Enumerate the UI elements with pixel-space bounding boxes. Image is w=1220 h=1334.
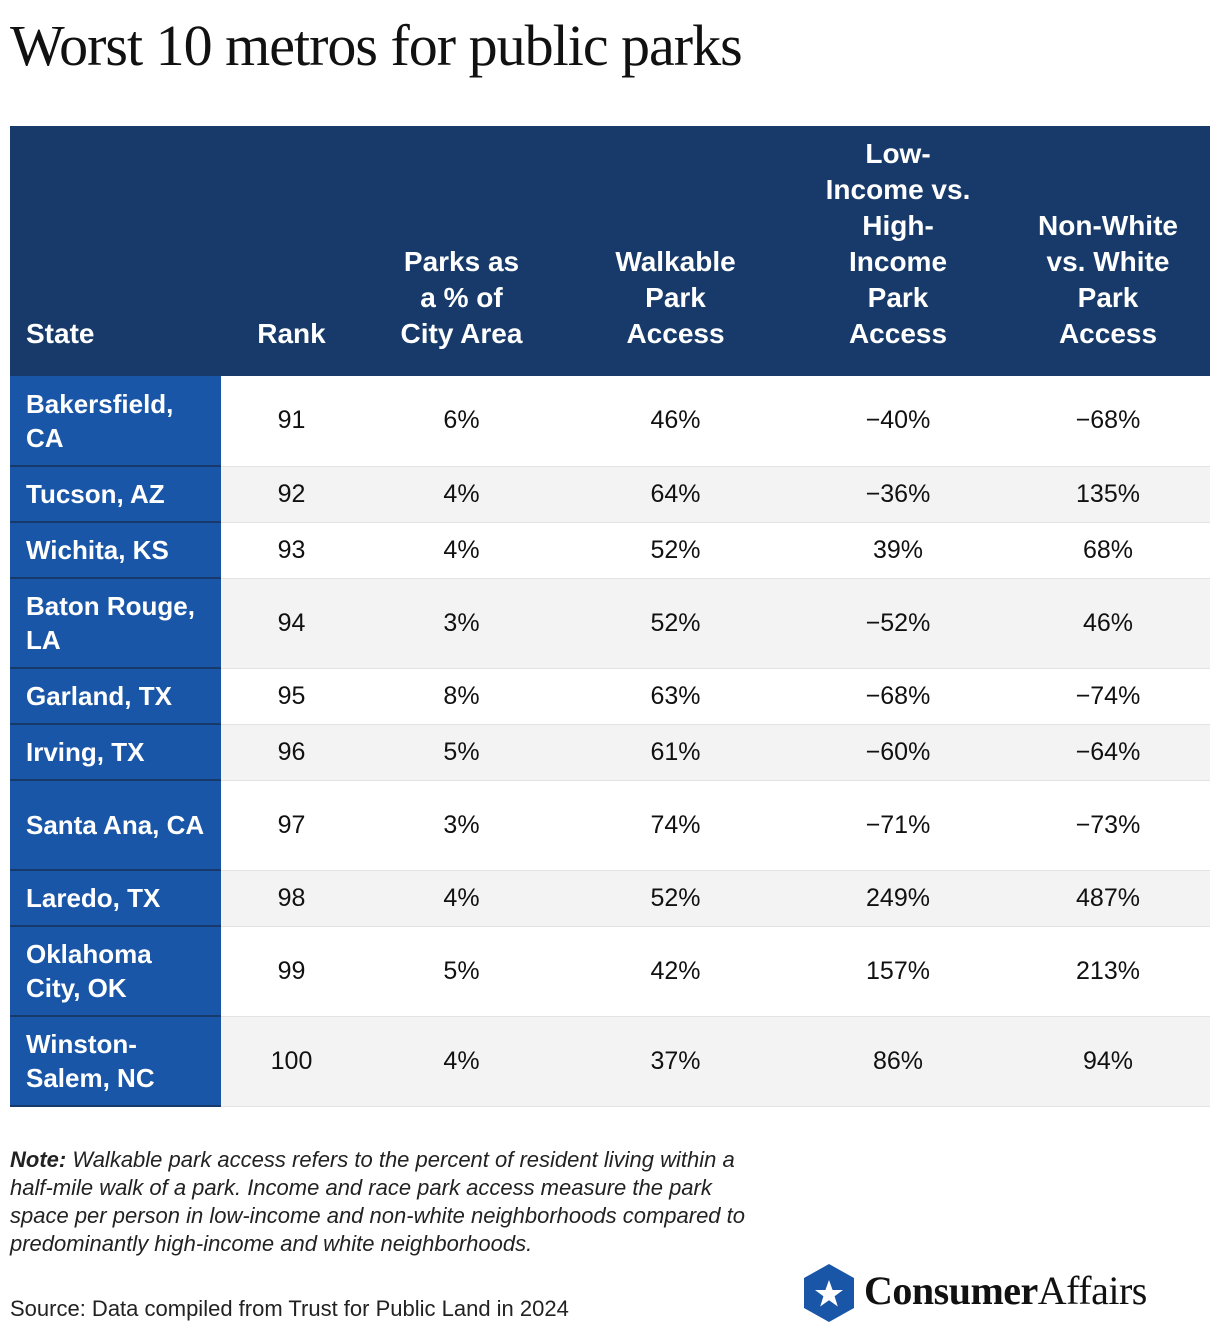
rank-cell: 95 — [221, 668, 362, 725]
income-cell: −52% — [790, 578, 1006, 669]
col-header-income-label: Low-Income vs. High-Income Park Access — [825, 138, 971, 349]
income-cell: 157% — [790, 926, 1006, 1017]
walkable-cell: 52% — [561, 522, 790, 579]
logo-part1: Consumer — [864, 1268, 1038, 1313]
state-cell: Garland, TX — [10, 668, 221, 725]
col-header-state: State — [10, 126, 221, 376]
parks-pct-cell: 4% — [362, 1016, 561, 1107]
parks-pct-cell: 8% — [362, 668, 561, 725]
rank-cell: 96 — [221, 724, 362, 781]
income-cell: −68% — [790, 668, 1006, 725]
rank-cell: 94 — [221, 578, 362, 669]
table-row: Bakersfield, CA 91 6% 46% −40% −68% — [10, 376, 1210, 467]
col-header-walkable: Walkable Park Access — [561, 126, 790, 376]
walkable-cell: 64% — [561, 466, 790, 523]
income-cell: −60% — [790, 724, 1006, 781]
race-cell: 487% — [1006, 870, 1210, 927]
consumeraffairs-logo: ConsumerAffairs — [800, 1263, 1212, 1325]
table-row: Laredo, TX 98 4% 52% 249% 487% — [10, 870, 1210, 927]
table-body: Bakersfield, CA 91 6% 46% −40% −68% Tucson, AZ… — [10, 376, 1210, 1107]
parks-pct-cell: 4% — [362, 466, 561, 523]
state-cell: Laredo, TX — [10, 870, 221, 927]
parks-pct-cell: 5% — [362, 724, 561, 781]
state-cell: Santa Ana, CA — [10, 780, 221, 871]
parks-pct-cell: 4% — [362, 870, 561, 927]
parks-pct-cell: 3% — [362, 578, 561, 669]
rank-cell: 92 — [221, 466, 362, 523]
race-cell: 46% — [1006, 578, 1210, 669]
rank-cell: 91 — [221, 376, 362, 467]
table-row: Tucson, AZ 92 4% 64% −36% 135% — [10, 466, 1210, 523]
source-text: Source: Data compiled from Trust for Pub… — [10, 1296, 569, 1321]
walkable-cell: 61% — [561, 724, 790, 781]
race-cell: 135% — [1006, 466, 1210, 523]
rank-cell: 93 — [221, 522, 362, 579]
parks-table: State Rank Parks as a % of City Area Wal… — [10, 126, 1210, 1107]
col-header-parks-pct: Parks as a % of City Area — [362, 126, 561, 376]
walkable-cell: 42% — [561, 926, 790, 1017]
col-header-race: Non-White vs. White Park Access — [1006, 126, 1210, 376]
rank-cell: 98 — [221, 870, 362, 927]
table-row: Oklahoma City, OK 99 5% 42% 157% 213% — [10, 926, 1210, 1017]
income-cell: −36% — [790, 466, 1006, 523]
table-row: Winston-Salem, NC 100 4% 37% 86% 94% — [10, 1016, 1210, 1107]
state-cell: Irving, TX — [10, 724, 221, 781]
walkable-cell: 63% — [561, 668, 790, 725]
income-cell: 86% — [790, 1016, 1006, 1107]
parks-pct-cell: 5% — [362, 926, 561, 1017]
table-row: Santa Ana, CA 97 3% 74% −71% −73% — [10, 780, 1210, 871]
income-cell: 39% — [790, 522, 1006, 579]
walkable-cell: 52% — [561, 870, 790, 927]
star-hexagon-icon — [804, 1264, 854, 1322]
walkable-cell: 46% — [561, 376, 790, 467]
state-cell: Winston-Salem, NC — [10, 1016, 221, 1107]
walkable-cell: 74% — [561, 780, 790, 871]
table-header-row: State Rank Parks as a % of City Area Wal… — [10, 126, 1210, 376]
rank-cell: 97 — [221, 780, 362, 871]
rank-cell: 99 — [221, 926, 362, 1017]
state-cell: Tucson, AZ — [10, 466, 221, 523]
race-cell: −68% — [1006, 376, 1210, 467]
table-row: Baton Rouge, LA 94 3% 52% −52% 46% — [10, 578, 1210, 669]
race-cell: −64% — [1006, 724, 1210, 781]
col-header-rank: Rank — [221, 126, 362, 376]
note: Note: Walkable park access refers to the… — [10, 1146, 770, 1258]
parks-pct-cell: 6% — [362, 376, 561, 467]
state-cell: Wichita, KS — [10, 522, 221, 579]
state-cell: Bakersfield, CA — [10, 376, 221, 467]
walkable-cell: 52% — [561, 578, 790, 669]
logo-part2: Affairs — [1037, 1268, 1148, 1313]
race-cell: 213% — [1006, 926, 1210, 1017]
walkable-cell: 37% — [561, 1016, 790, 1107]
race-cell: 68% — [1006, 522, 1210, 579]
col-header-walkable-label: Walkable Park Access — [615, 246, 736, 349]
note-text: Walkable park access refers to the perce… — [10, 1147, 746, 1256]
table-row: Wichita, KS 93 4% 52% 39% 68% — [10, 522, 1210, 579]
race-cell: −74% — [1006, 668, 1210, 725]
state-cell: Oklahoma City, OK — [10, 926, 221, 1017]
state-cell: Baton Rouge, LA — [10, 578, 221, 669]
parks-pct-cell: 3% — [362, 780, 561, 871]
income-cell: 249% — [790, 870, 1006, 927]
income-cell: −40% — [790, 376, 1006, 467]
parks-pct-cell: 4% — [362, 522, 561, 579]
table-row: Garland, TX 95 8% 63% −68% −74% — [10, 668, 1210, 725]
race-cell: 94% — [1006, 1016, 1210, 1107]
table-row: Irving, TX 96 5% 61% −60% −64% — [10, 724, 1210, 781]
race-cell: −73% — [1006, 780, 1210, 871]
col-header-income: Low-Income vs. High-Income Park Access — [790, 126, 1006, 376]
col-header-parks-pct-label: Parks as a % of City Area — [400, 246, 523, 349]
col-header-race-label: Non-White vs. White Park Access — [1038, 210, 1178, 349]
rank-cell: 100 — [221, 1016, 362, 1107]
logo-wordmark: ConsumerAffairs — [864, 1267, 1147, 1314]
note-label: Note: — [10, 1147, 67, 1172]
income-cell: −71% — [790, 780, 1006, 871]
page-title: Worst 10 metros for public parks — [10, 13, 743, 78]
